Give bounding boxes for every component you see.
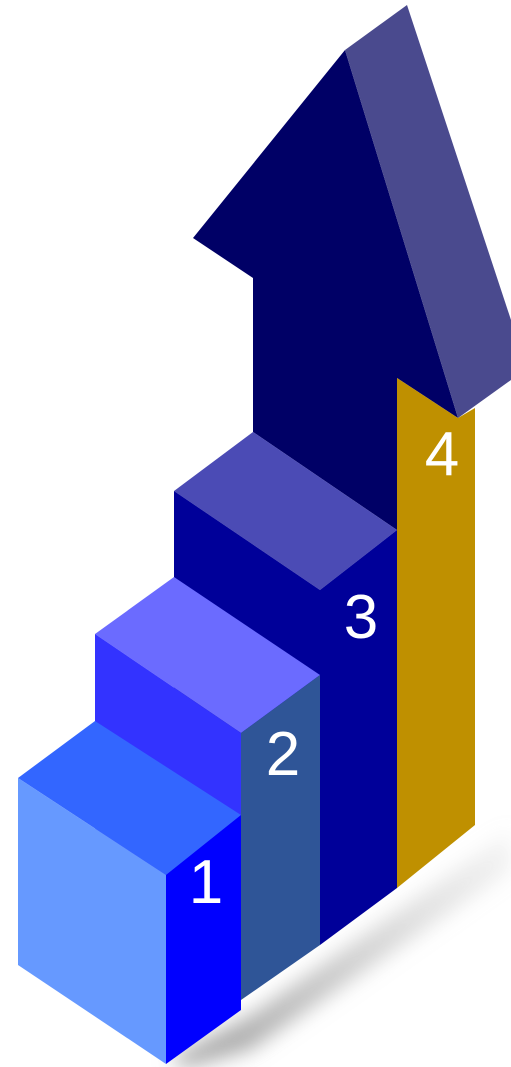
step-3-top-face — [174, 432, 397, 590]
step-1-block: 1 — [18, 721, 241, 1064]
arrow-shape — [193, 5, 511, 530]
step-4-front-face — [397, 378, 475, 888]
step-3-label: 3 — [344, 583, 378, 652]
step-1-label: 1 — [189, 848, 223, 917]
step-4-label: 4 — [425, 420, 459, 489]
step-1-front-face — [18, 778, 166, 1064]
step-2-top-face — [95, 577, 320, 733]
step-3-side-face — [320, 530, 397, 945]
step-1-top-face — [18, 721, 241, 875]
step-2-side-face — [241, 675, 320, 1000]
arrow-front-face — [193, 50, 458, 530]
arrow-side-face — [345, 5, 511, 418]
step-1-side-face — [166, 815, 241, 1064]
floor-shadow — [170, 830, 511, 1067]
step-2-label: 2 — [266, 720, 300, 789]
step-4-block: 4 — [397, 378, 475, 888]
